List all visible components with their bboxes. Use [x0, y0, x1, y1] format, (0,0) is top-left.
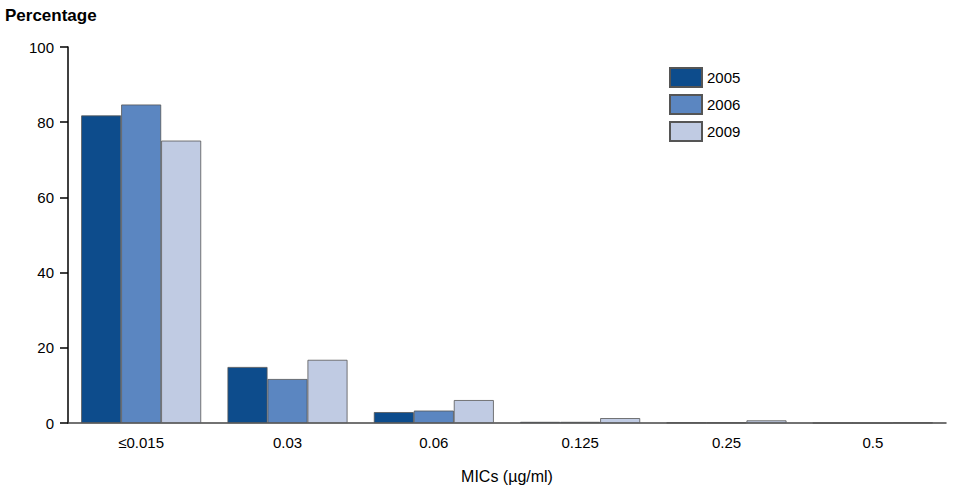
svg-text:0.125: 0.125 — [561, 434, 599, 451]
svg-text:0: 0 — [46, 415, 54, 432]
svg-text:80: 80 — [37, 114, 54, 131]
svg-text:0.06: 0.06 — [419, 434, 448, 451]
svg-text:60: 60 — [37, 189, 54, 206]
svg-text:100: 100 — [29, 39, 54, 56]
svg-text:≤0.015: ≤0.015 — [118, 434, 164, 451]
svg-text:2005: 2005 — [707, 69, 740, 86]
svg-text:0.25: 0.25 — [712, 434, 741, 451]
svg-text:2009: 2009 — [707, 123, 740, 140]
svg-text:20: 20 — [37, 339, 54, 356]
svg-text:0.03: 0.03 — [273, 434, 302, 451]
svg-text:0.5: 0.5 — [862, 434, 883, 451]
svg-text:2006: 2006 — [707, 96, 740, 113]
svg-text:MICs (µg/ml): MICs (µg/ml) — [461, 468, 553, 485]
svg-text:40: 40 — [37, 264, 54, 281]
svg-text:Percentage: Percentage — [5, 6, 97, 25]
